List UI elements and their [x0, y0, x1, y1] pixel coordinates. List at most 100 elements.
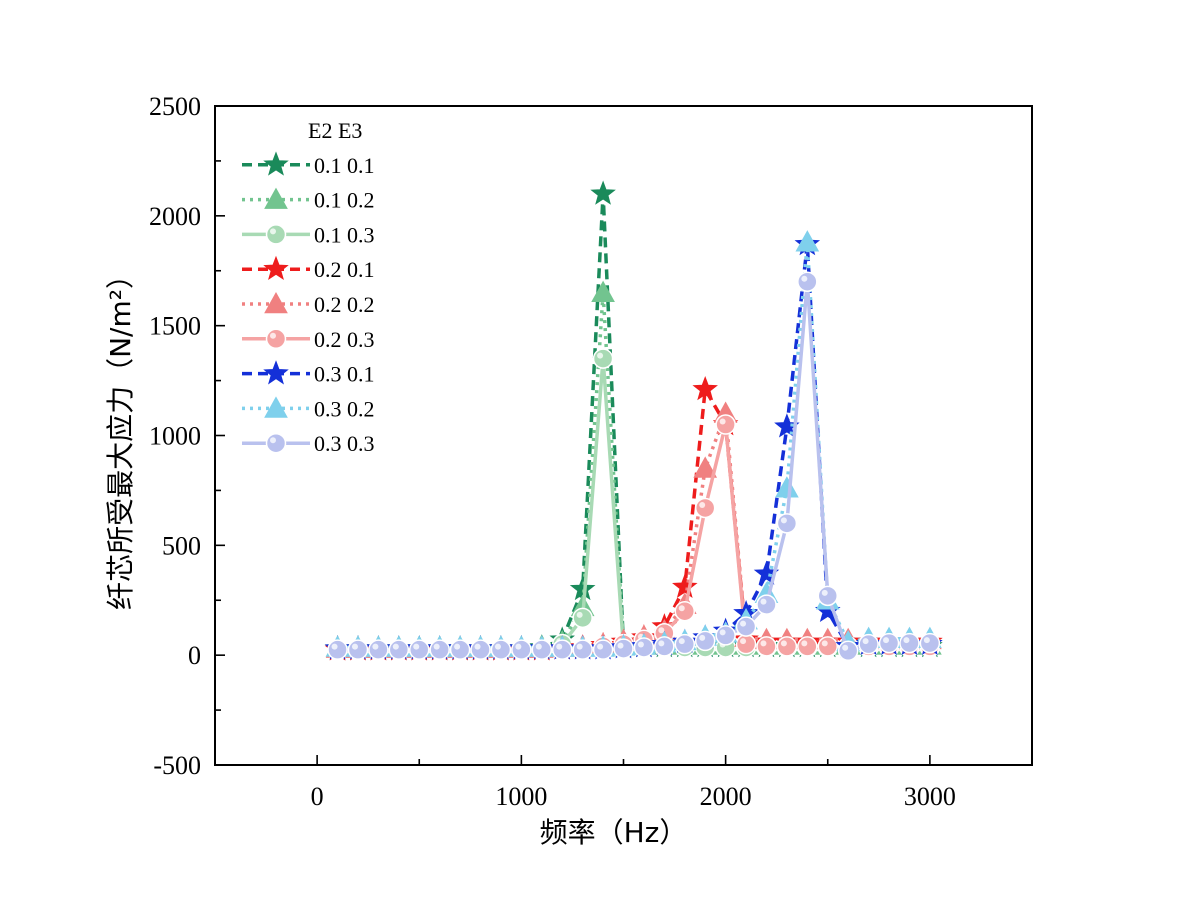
legend-entry: 0.3 0.2	[242, 396, 375, 421]
data-point	[919, 632, 941, 654]
marker-highlight	[780, 640, 787, 647]
data-point	[899, 632, 920, 654]
data-point	[368, 639, 389, 660]
marker-highlight	[801, 275, 808, 282]
marker-highlight	[372, 643, 379, 650]
marker-body	[674, 600, 696, 622]
marker-body	[592, 639, 614, 660]
marker-body	[715, 625, 736, 646]
legend-entry: 0.2 0.1	[242, 255, 375, 282]
data-point	[674, 600, 696, 622]
marker-body	[572, 639, 593, 660]
marker-highlight	[760, 598, 767, 605]
legend-label: 0.3 0.3	[314, 431, 375, 456]
marker-body	[776, 513, 798, 534]
series-line	[337, 242, 930, 651]
data-point	[797, 271, 818, 292]
marker-highlight	[413, 643, 420, 650]
data-point	[694, 630, 716, 652]
data-point	[797, 636, 818, 657]
data-point	[327, 639, 348, 660]
marker-body	[654, 636, 675, 657]
marker-body	[265, 432, 287, 454]
data-point	[531, 639, 553, 660]
marker-highlight	[392, 643, 399, 650]
data-point	[693, 456, 718, 478]
series-line	[337, 356, 930, 652]
legend-marker	[264, 291, 288, 314]
data-point	[633, 637, 655, 658]
data-point	[511, 639, 532, 660]
marker-highlight	[454, 643, 461, 650]
series-line	[337, 422, 930, 653]
marker-highlight	[270, 228, 276, 235]
marker-highlight	[862, 638, 869, 645]
marker-highlight	[658, 640, 665, 647]
marker-body	[735, 616, 757, 637]
marker-highlight	[270, 332, 276, 339]
data-point	[795, 230, 820, 252]
x-tick-label: 2000	[700, 782, 752, 811]
marker-highlight	[474, 643, 481, 650]
marker-body	[551, 639, 573, 660]
data-point	[591, 280, 615, 303]
legend-label: 0.3 0.2	[314, 396, 375, 421]
marker-highlight	[576, 611, 583, 618]
axes-layer: 0 1000 2000 3000 -500 0 500 1000 1500 2000 2500 频率（…	[104, 92, 1033, 849]
marker-body	[674, 633, 696, 655]
y-axis-title: 纤芯所受最大应力（N/m²）	[104, 261, 137, 610]
marker-highlight	[760, 640, 767, 647]
legend-label: 0.3 0.1	[314, 362, 375, 387]
legend-label: 0.1 0.3	[314, 222, 375, 247]
marker-highlight	[678, 638, 685, 645]
x-tick-label: 1000	[495, 782, 547, 811]
x-tick-label: 0	[311, 782, 324, 811]
marker-body	[572, 607, 593, 629]
series-0.1-0.1	[324, 180, 943, 660]
marker-body	[837, 640, 859, 662]
series-line	[337, 240, 930, 650]
legend-marker	[263, 255, 289, 281]
legend-entry: 0.2 0.3	[242, 327, 375, 352]
series-0.1-0.2	[325, 280, 942, 657]
marker-body	[817, 585, 838, 607]
series-line	[337, 387, 930, 652]
marker-highlight	[740, 620, 747, 627]
marker-body	[592, 348, 614, 369]
marker-body	[327, 639, 348, 660]
marker-highlight	[351, 643, 358, 650]
marker-body	[776, 636, 798, 657]
marker-body	[490, 639, 512, 660]
legend-marker	[264, 187, 288, 209]
data-point	[776, 636, 798, 657]
data-point	[817, 585, 838, 607]
marker-body	[633, 637, 655, 658]
marker-body	[878, 632, 900, 654]
marker-highlight	[699, 501, 706, 508]
series-layer	[324, 180, 943, 662]
series-0.2-0.3	[327, 414, 941, 662]
x-tick-label: 3000	[904, 782, 956, 811]
data-point	[572, 639, 593, 660]
legend-marker	[265, 328, 287, 350]
marker-body	[919, 632, 941, 654]
marker-highlight	[576, 643, 583, 650]
legend-marker	[265, 432, 287, 454]
data-point	[837, 640, 859, 662]
data-point	[569, 575, 596, 601]
series-0.3-0.3	[327, 271, 941, 662]
x-axis-title: 频率（Hz）	[540, 816, 688, 849]
data-point	[592, 348, 614, 369]
y-tick-label: 2500	[149, 92, 201, 121]
legend-entry: 0.2 0.2	[242, 291, 375, 317]
data-point	[409, 639, 430, 660]
data-point	[572, 607, 593, 629]
y-tick-label: -500	[153, 751, 201, 780]
marker-body	[511, 639, 532, 660]
legend-header: E2 E3	[308, 118, 362, 143]
data-point	[388, 639, 410, 660]
legend-marker	[263, 151, 289, 176]
data-point	[776, 513, 798, 534]
marker-body	[409, 639, 430, 660]
